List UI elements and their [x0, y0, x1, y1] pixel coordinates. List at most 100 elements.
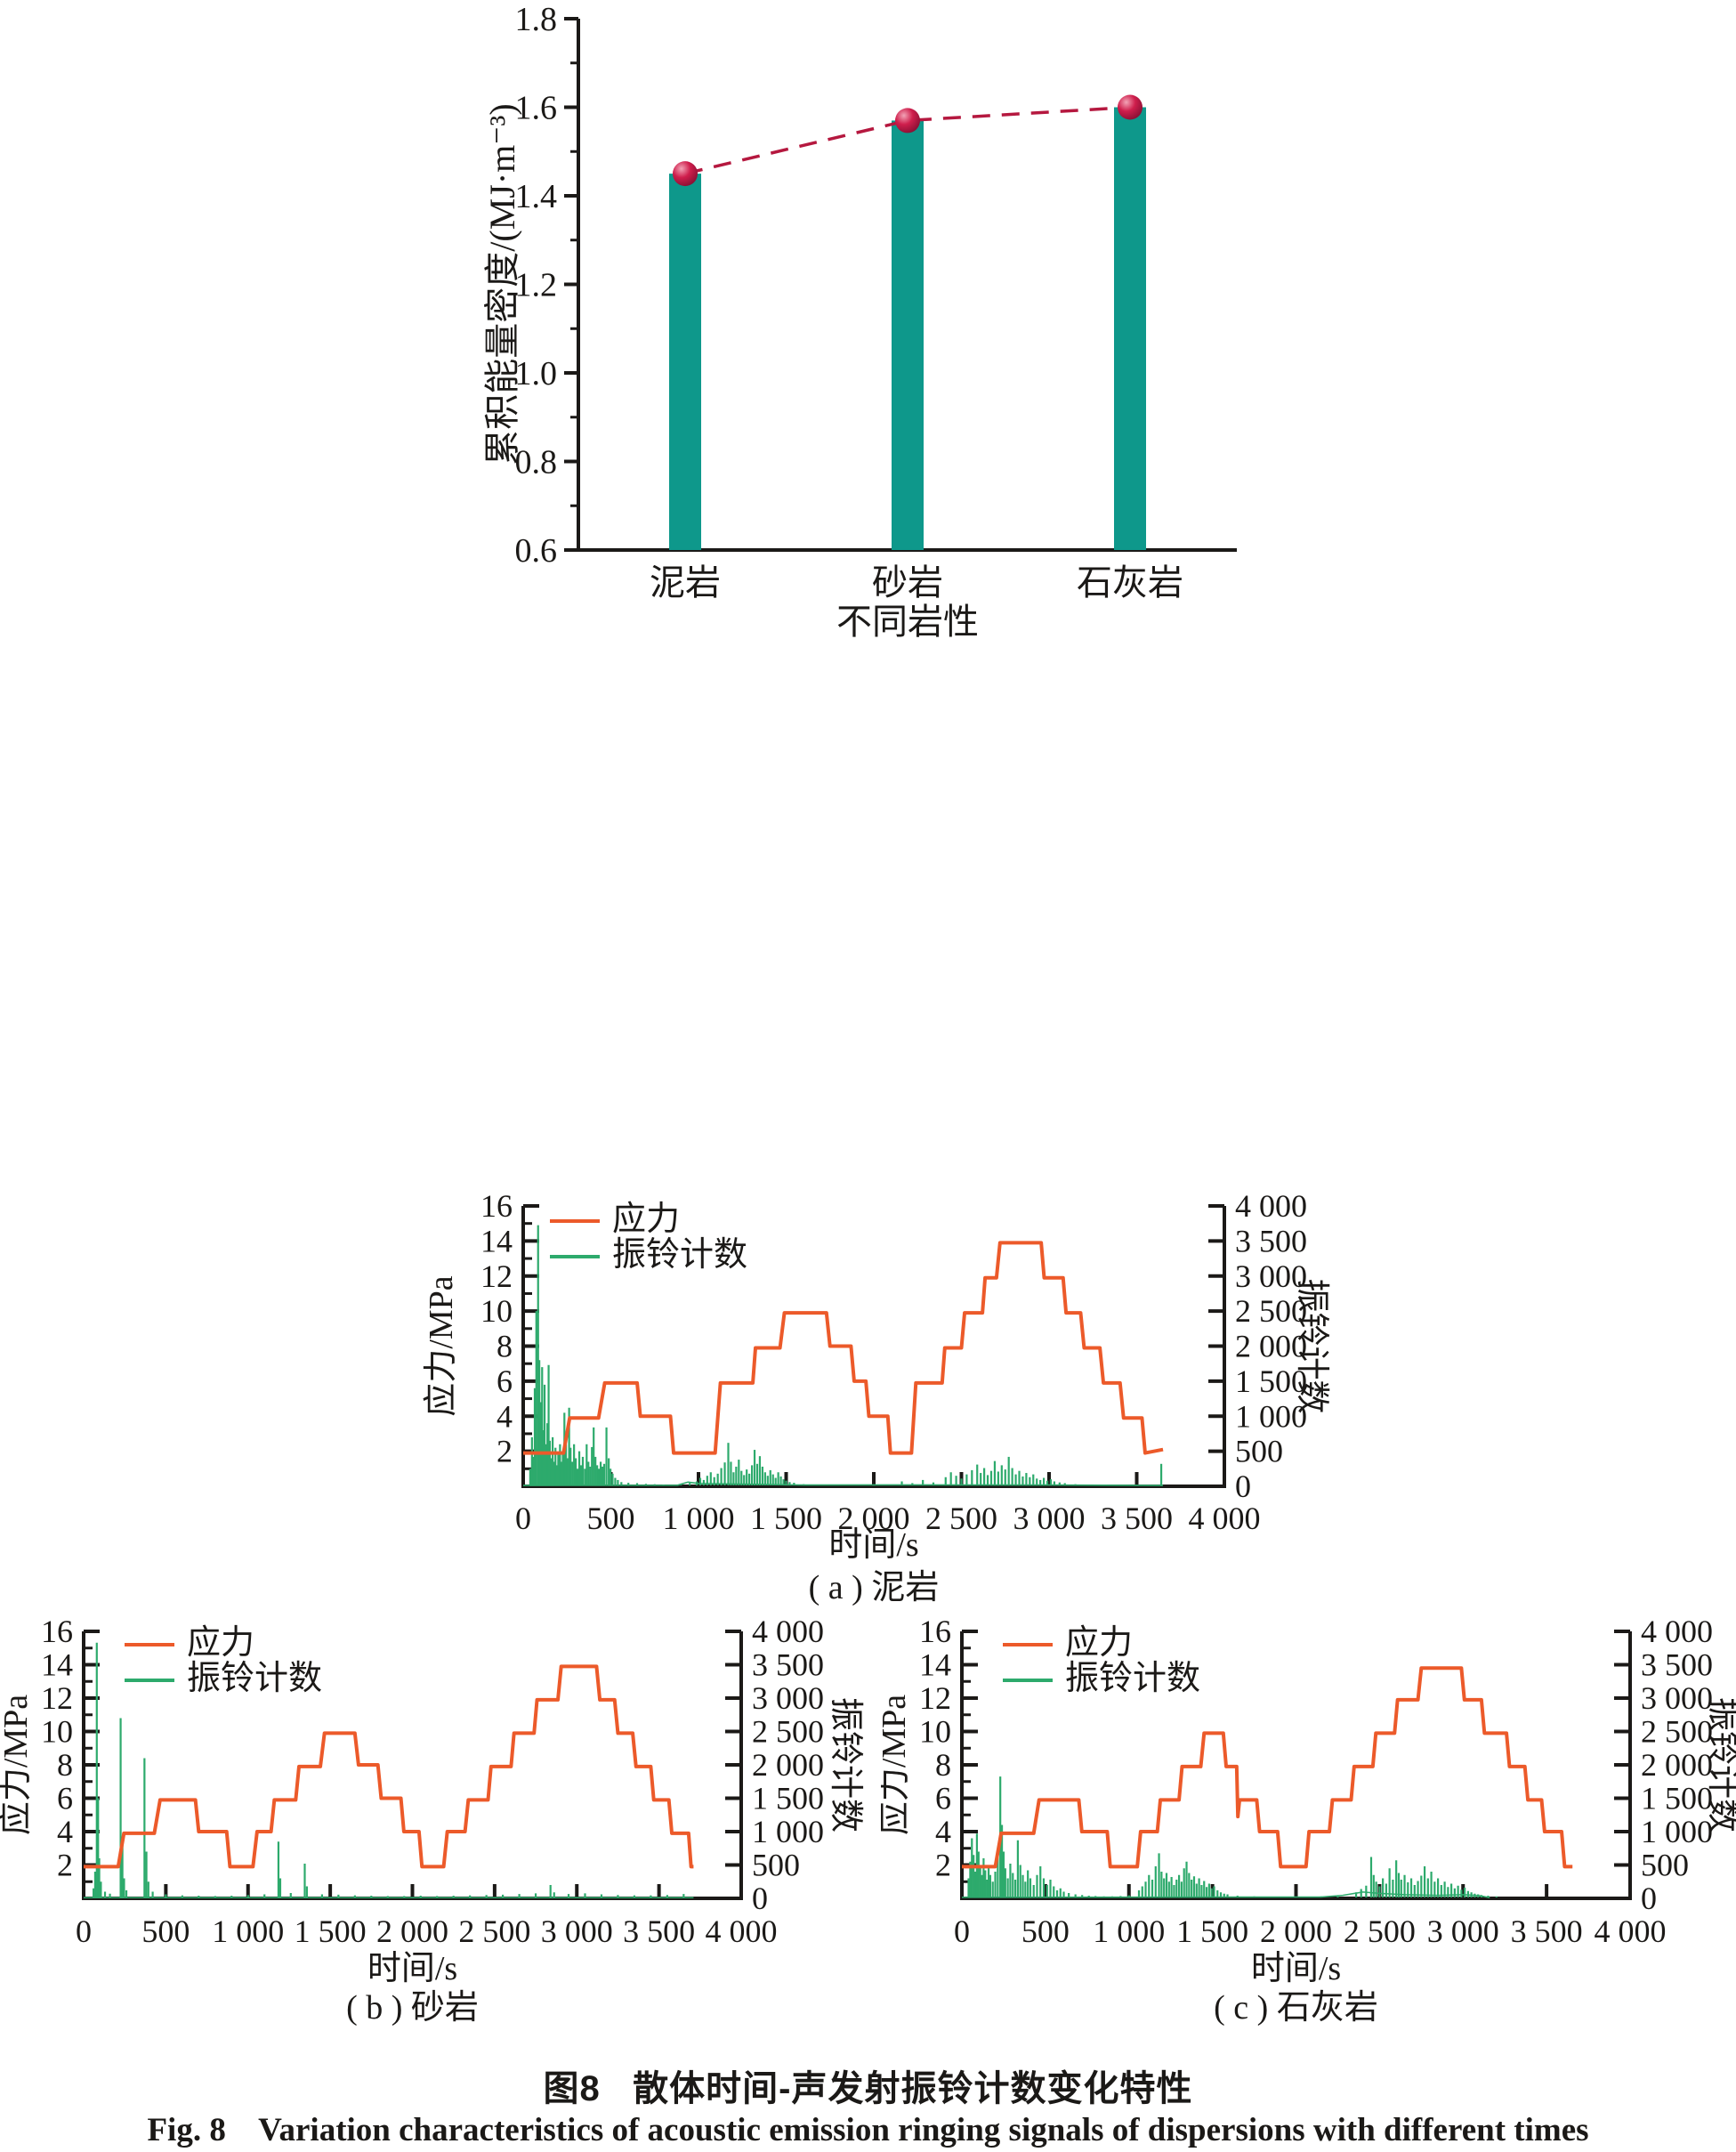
subplot-title: ( c ) 石灰岩	[1214, 1989, 1378, 2027]
x-tick-label: 4 000	[1189, 1501, 1261, 1536]
right-axis-title: 振铃计数	[1704, 1697, 1736, 1832]
x-tick-label: 3 500	[623, 1913, 695, 1949]
right-tick-label: 0	[1235, 1468, 1251, 1504]
legend-label-stress: 应力	[187, 1624, 254, 1662]
x-tick-label: 0	[515, 1501, 531, 1536]
trend-dashed-line	[684, 105, 1131, 175]
stress-series	[523, 1241, 1164, 1455]
left-tick-label: 6	[497, 1363, 513, 1399]
left-tick-label: 8	[935, 1747, 951, 1783]
right-tick-label: 4 000	[752, 1614, 824, 1649]
right-tick-label: 3 500	[752, 1647, 824, 1683]
right-tick-label: 2 500	[1641, 1714, 1713, 1750]
y-tick-label: 0.8	[515, 444, 558, 481]
left-tick-label: 4	[57, 1814, 73, 1849]
left-tick-label: 14	[480, 1223, 513, 1258]
x-tick-label: 1 000	[1093, 1913, 1165, 1949]
left-tick-label: 12	[41, 1680, 73, 1716]
y-tick-label: 0.6	[515, 532, 558, 570]
right-tick-label: 1 000	[752, 1814, 824, 1849]
legend-label-rings: 振铃计数	[612, 1236, 747, 1274]
bar-泥岩	[669, 174, 701, 550]
x-tick-label: 1 000	[212, 1913, 284, 1949]
data-point-sphere	[673, 161, 698, 187]
x-tick-label: 500	[141, 1913, 190, 1949]
right-axis-title: 振铃计数	[1293, 1278, 1330, 1413]
left-tick-label: 8	[497, 1329, 513, 1364]
left-tick-label: 14	[41, 1647, 73, 1683]
left-tick-label: 12	[480, 1258, 513, 1294]
y-tick-label: 1.2	[515, 267, 558, 304]
left-tick-label: 6	[57, 1781, 73, 1816]
x-tick-label: 2 000	[838, 1501, 910, 1536]
x-axis-title: 时间/s	[828, 1526, 918, 1564]
right-tick-label: 3 000	[1641, 1680, 1713, 1716]
left-axis-title: 应力/MPa	[0, 1695, 35, 1835]
x-tick-label: 500	[587, 1501, 635, 1536]
stress-series	[962, 1666, 1573, 1869]
right-tick-label: 1 500	[752, 1781, 824, 1816]
x-axis-title: 时间/s	[367, 1950, 457, 1987]
right-tick-label: 3 500	[1641, 1647, 1713, 1683]
legend-label-stress: 应力	[1065, 1624, 1133, 1662]
right-tick-label: 2 000	[1235, 1329, 1307, 1364]
x-tick-label: 0	[954, 1913, 970, 1949]
subplot-title: ( b ) 砂岩	[346, 1989, 479, 2027]
legend-label-rings: 振铃计数	[187, 1660, 322, 1697]
category-label: 泥岩	[650, 562, 721, 603]
right-tick-label: 0	[1641, 1881, 1657, 1916]
y-axis-title: 累积能量密度/(MJ·m⁻³)	[482, 103, 522, 465]
left-tick-label: 16	[41, 1614, 73, 1649]
ae-chart-mudstone: 2 4 6 8 10 12 14 16 0 500 1 000 1 500 2 000 2 500 3 00…	[374, 1157, 1415, 1624]
left-tick-label: 2	[497, 1434, 513, 1469]
x-tick-label: 0	[76, 1913, 92, 1949]
right-tick-label: 500	[1235, 1434, 1283, 1469]
data-point-sphere	[895, 108, 920, 133]
left-axis-title: 应力/MPa	[423, 1275, 460, 1416]
caption-english: Fig. 8 Variation characteristics of acou…	[147, 2112, 1589, 2148]
left-tick-label: 10	[480, 1293, 513, 1329]
y-tick-label: 1.6	[515, 90, 558, 127]
bar-砂岩	[892, 120, 924, 551]
ring-baseline	[522, 1481, 1164, 1486]
left-tick-label: 2	[935, 1848, 951, 1883]
x-tick-label: 2 500	[925, 1501, 997, 1536]
right-tick-label: 2 000	[1641, 1747, 1713, 1783]
legend-label-rings: 振铃计数	[1065, 1660, 1200, 1697]
left-tick-label: 4	[497, 1398, 513, 1434]
x-tick-label: 3 500	[1511, 1913, 1583, 1949]
right-tick-label: 3 500	[1235, 1223, 1307, 1258]
right-tick-label: 1 500	[1641, 1781, 1713, 1816]
subplot-title: ( a ) 泥岩	[809, 1569, 940, 1606]
bar-石灰岩	[1114, 107, 1146, 550]
right-tick-label: 3 000	[1235, 1258, 1307, 1294]
right-tick-label: 500	[752, 1848, 800, 1883]
x-tick-label: 1 500	[1176, 1913, 1248, 1949]
y-tick-label: 1.8	[515, 1, 558, 38]
y-tick-label: 1.0	[515, 355, 558, 392]
x-tick-label: 2 500	[458, 1913, 530, 1949]
left-tick-label: 2	[57, 1848, 73, 1883]
ring-count-series	[92, 1642, 685, 1897]
left-tick-label: 10	[41, 1714, 73, 1750]
x-tick-label: 2 000	[1260, 1913, 1332, 1949]
x-tick-label: 2 000	[376, 1913, 448, 1949]
x-axis-title: 时间/s	[1251, 1950, 1341, 1987]
right-tick-label: 1 000	[1641, 1814, 1713, 1849]
right-tick-label: 4 000	[1641, 1614, 1713, 1649]
data-point-sphere	[1118, 94, 1143, 120]
right-tick-label: 500	[1641, 1848, 1689, 1883]
energy-density-bar-chart: 0.6 0.8 1.0 1.2 1.4 1.6 1.8 泥岩 砂岩 石灰岩 不同岩性 累积能量密度/(…	[383, 0, 1290, 654]
x-tick-label: 1 500	[295, 1913, 367, 1949]
y-tick-label: 1.4	[515, 178, 558, 215]
x-tick-label: 3 000	[1013, 1501, 1086, 1536]
x-tick-label: 2 500	[1344, 1913, 1416, 1949]
left-tick-label: 16	[919, 1614, 951, 1649]
left-tick-label: 16	[480, 1188, 513, 1224]
right-tick-label: 2 500	[752, 1714, 824, 1750]
